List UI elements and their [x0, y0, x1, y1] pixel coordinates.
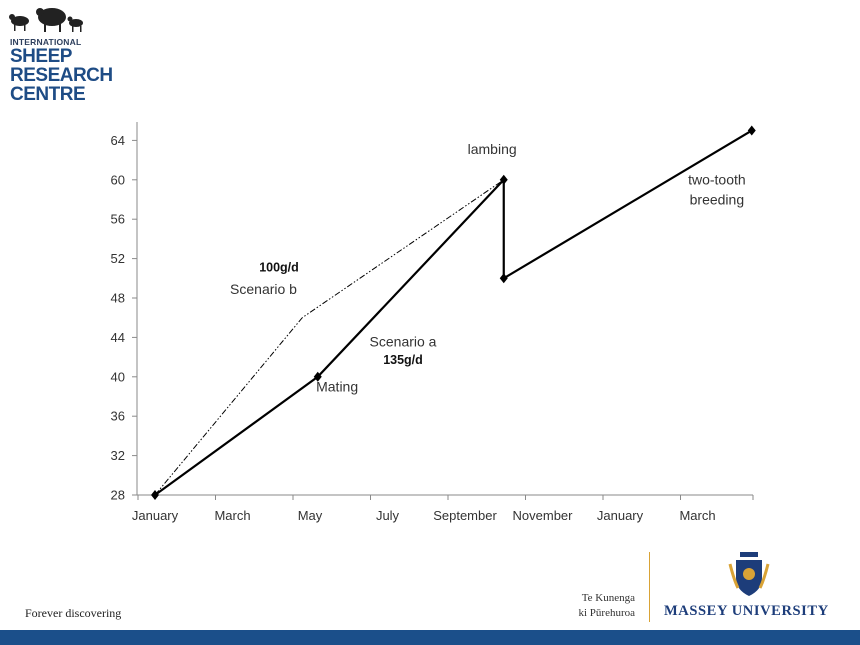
y-tick-label: 40 — [111, 369, 125, 384]
y-tick-label: 44 — [111, 330, 125, 345]
chart-annotation: 100g/d — [259, 260, 299, 274]
chart-annotation: Scenario a — [370, 333, 437, 349]
y-tick-label: 60 — [111, 172, 125, 187]
data-point-marker — [499, 174, 508, 185]
x-tick-label: September — [433, 508, 497, 523]
y-tick-label: 28 — [111, 488, 125, 503]
chart-annotation: breeding — [690, 191, 745, 207]
x-tick-label: July — [376, 508, 400, 523]
sheep-icon — [9, 8, 83, 32]
x-tick-label: March — [679, 508, 715, 523]
y-tick-label: 52 — [111, 251, 125, 266]
chart-annotation: Scenario b — [230, 281, 297, 297]
data-point-marker — [747, 125, 756, 136]
chart-annotation: two-tooth — [688, 172, 746, 188]
maori-name: Te Kunenga ki Pūrehuroa — [555, 591, 635, 621]
university-name: MASSEY UNIVERSITY — [664, 603, 829, 619]
logo-line-sheep: SHEEP — [10, 45, 72, 67]
liveweight-chart: 28 32 36 40 44 48 52 56 60 64 January March May July S… — [111, 122, 756, 523]
logo-line-international: INTERNATIONAL — [10, 37, 82, 47]
x-tick-label: May — [298, 508, 323, 523]
isrc-logo: INTERNATIONAL SHEEP RESEARCH CENTRE — [6, 2, 113, 104]
chart-annotation: lambing — [468, 141, 517, 157]
y-tick-label: 64 — [111, 133, 125, 148]
maori-line-2: ki Pūrehuroa — [578, 607, 635, 619]
x-tick-label: January — [597, 508, 644, 523]
x-tick-label: March — [214, 508, 250, 523]
y-tick-label: 36 — [111, 409, 125, 424]
university-crest-icon — [728, 552, 770, 596]
y-tick-label: 56 — [111, 212, 125, 227]
y-tick-label: 48 — [111, 291, 125, 306]
footer-divider — [649, 552, 650, 622]
maori-line-1: Te Kunenga — [581, 592, 635, 604]
tagline: Forever discovering — [25, 606, 122, 620]
data-point-marker — [313, 371, 322, 382]
x-tick-label: January — [132, 508, 179, 523]
x-tick-label: November — [513, 508, 574, 523]
y-tick-label: 32 — [111, 448, 125, 463]
scenario-a-line — [154, 129, 753, 496]
logo-line-centre: CENTRE — [10, 83, 86, 105]
chart-annotation: 135g/d — [383, 353, 423, 367]
data-point-marker — [499, 273, 508, 284]
chart-annotation: Mating — [316, 379, 358, 395]
logo-line-research: RESEARCH — [10, 64, 113, 86]
scenario-b-line — [154, 179, 505, 496]
footer-bar — [0, 630, 860, 645]
